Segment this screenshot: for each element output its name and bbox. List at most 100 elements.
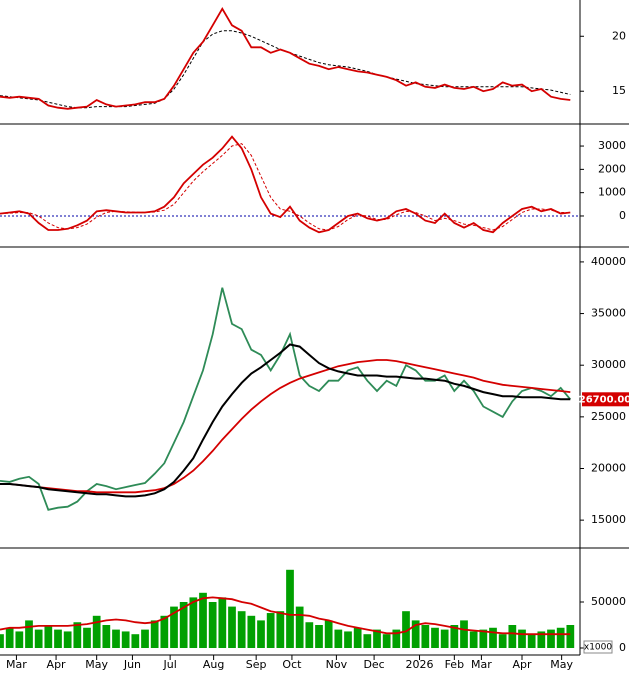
y-tick-label: 3000 [598, 139, 626, 152]
volume-bar [54, 629, 62, 649]
volume-bar [527, 634, 536, 649]
volume-bar [431, 627, 439, 649]
volume-bar [508, 625, 517, 649]
volume-bar [566, 625, 575, 649]
volume-bar [421, 625, 430, 649]
volume-bar [498, 634, 507, 649]
volume-bar [218, 597, 227, 649]
volume-bar [305, 622, 314, 649]
y-tick-label: 0 [619, 641, 626, 654]
volume-bar [83, 627, 91, 649]
x-tick-label: Apr [512, 658, 532, 671]
volume-bar [121, 631, 130, 649]
volume-bar [450, 625, 459, 649]
volume-bar [150, 620, 159, 649]
x-tick-label: Feb [445, 658, 464, 671]
x-tick-label: Mar [471, 658, 492, 671]
volume-bar [518, 629, 526, 649]
y-tick-label: 2000 [598, 162, 626, 175]
series-line [0, 7, 571, 110]
volume-bar [15, 631, 24, 649]
volume-bar [160, 615, 169, 649]
volume-bar [489, 627, 497, 649]
volume-bar [247, 615, 256, 649]
volume-bar [295, 606, 304, 649]
volume-bar [92, 615, 101, 649]
volume-bar [392, 629, 401, 649]
y-tick-label: 35000 [591, 307, 626, 320]
series-line [0, 287, 571, 511]
volume-bar [402, 611, 410, 649]
volume-bar [73, 622, 82, 649]
volume-bar [34, 629, 43, 649]
volume-bar [315, 625, 323, 649]
unit-box [583, 640, 613, 654]
x-tick-label: May [85, 658, 108, 671]
series-line [0, 596, 571, 636]
volume-bar [5, 627, 14, 649]
volume-bar [179, 601, 188, 649]
volume-bar [112, 629, 120, 649]
x-tick-label: Sep [246, 658, 267, 671]
volume-bar [189, 597, 198, 649]
series-line [0, 359, 571, 494]
volume-bar [228, 606, 236, 649]
y-tick-label: 20000 [591, 461, 626, 474]
volume-bar [276, 611, 285, 649]
volume-bar [460, 620, 468, 649]
x-tick-label: May [550, 658, 573, 671]
volume-bar [199, 592, 207, 649]
volume-bar [170, 606, 178, 649]
volume-bar [208, 601, 217, 649]
y-tick-label: 1000 [598, 186, 626, 199]
y-tick-label: 0 [619, 209, 626, 222]
volume-bar [556, 627, 565, 649]
volume-bar [266, 613, 275, 649]
volume-bar [537, 631, 546, 649]
volume-bar [141, 629, 149, 649]
x-tick-label: Jun [123, 658, 141, 671]
x-tick-label: Jul [162, 658, 176, 671]
x-tick-label: Aug [203, 658, 224, 671]
series-line [0, 143, 571, 231]
y-tick-label: 20 [612, 29, 626, 42]
y-tick-label: 15 [612, 84, 626, 97]
y-tick-label: 15000 [591, 513, 626, 526]
x-tick-label: Mar [6, 658, 27, 671]
volume-bar [237, 611, 246, 649]
volume-bar [257, 620, 265, 649]
volume-bar [469, 631, 478, 649]
unit-label: x1000 [584, 643, 613, 653]
volume-bar [131, 634, 140, 649]
volume-bar [440, 629, 449, 649]
x-tick-label: Apr [47, 658, 67, 671]
volume-bar [25, 620, 33, 649]
y-tick-label: 25000 [591, 410, 626, 423]
volume-bar [63, 631, 72, 649]
last-price-box [582, 392, 629, 407]
y-tick-label: 30000 [591, 358, 626, 371]
volume-bar [479, 629, 488, 649]
volume-bar [102, 625, 111, 649]
volume-bar [334, 629, 343, 649]
x-tick-label: Oct [282, 658, 302, 671]
y-tick-label: 50000 [591, 595, 626, 608]
x-tick-label: 2026 [406, 658, 434, 671]
x-tick-label: Nov [326, 658, 348, 671]
volume-bar [0, 634, 4, 649]
volume-bar [344, 631, 352, 649]
volume-bar [324, 620, 333, 649]
volume-bar [363, 634, 372, 649]
y-tick-label: 40000 [591, 255, 626, 268]
volume-bar [411, 620, 420, 649]
volume-bar [286, 569, 294, 649]
volume-bar [382, 634, 391, 649]
volume-bar [353, 627, 362, 649]
volume-bar [547, 629, 555, 649]
series-line [0, 343, 571, 498]
series-line [0, 135, 571, 234]
x-tick-label: Dec [363, 658, 384, 671]
last-price-label: 26700.00 [579, 394, 629, 405]
series-line [0, 30, 571, 109]
